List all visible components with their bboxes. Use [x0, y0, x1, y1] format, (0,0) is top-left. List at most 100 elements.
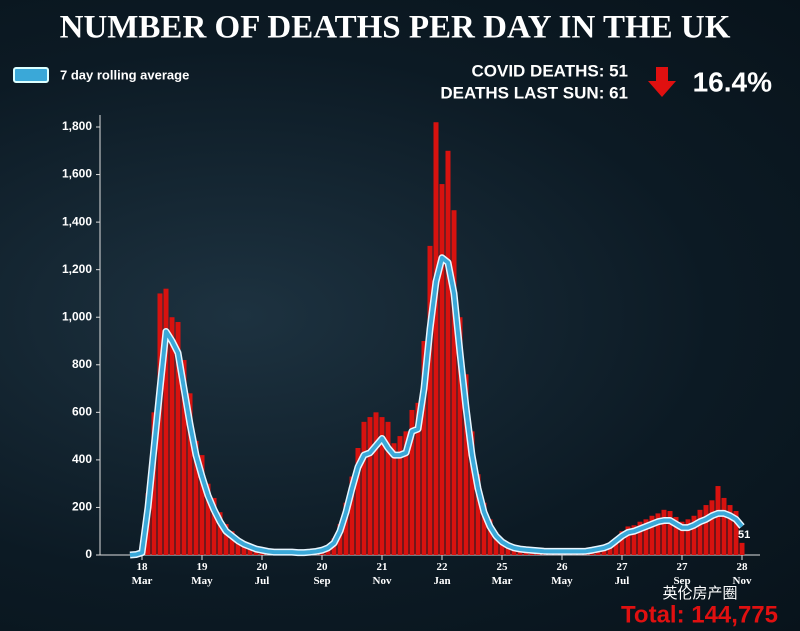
bar	[415, 402, 421, 555]
x-tick-label: 20 Sep	[313, 561, 331, 587]
y-tick-label: 800	[72, 357, 92, 371]
bar	[421, 341, 427, 555]
bar	[463, 374, 469, 555]
bar	[733, 511, 739, 555]
bar	[169, 317, 175, 555]
y-tick-label: 1,000	[62, 309, 92, 323]
chart-title: NUMBER OF DEATHS PER DAY IN THE UK	[60, 10, 731, 46]
bar	[625, 526, 631, 555]
bar	[397, 436, 403, 555]
y-tick-label: 600	[72, 405, 92, 419]
bar	[241, 541, 247, 555]
total: Total: 144,775	[621, 601, 778, 628]
bar	[355, 448, 361, 555]
bar	[193, 440, 199, 555]
bar	[679, 521, 685, 555]
x-tick-label: 27 Jul	[614, 561, 630, 587]
bar	[409, 409, 415, 555]
bar	[181, 360, 187, 555]
bar	[391, 443, 397, 555]
bar	[457, 317, 463, 555]
bar	[175, 321, 181, 555]
bar	[643, 519, 649, 555]
bar	[613, 537, 619, 555]
bar	[709, 500, 715, 555]
bar	[433, 122, 439, 555]
bar	[199, 455, 205, 555]
change-percent: 16.4%	[693, 66, 772, 97]
bar	[505, 543, 511, 555]
bar	[697, 509, 703, 555]
bar	[685, 519, 691, 555]
bar	[343, 502, 349, 555]
y-tick-label: 200	[72, 500, 92, 514]
y-tick-label: 400	[72, 452, 92, 466]
x-tick-label: 18 Mar	[131, 561, 153, 587]
watermark: 英伦房产圈	[662, 584, 737, 602]
bar	[223, 524, 229, 555]
x-tick-label: 22 Jan	[433, 561, 451, 587]
bar	[487, 519, 493, 555]
bar	[655, 513, 661, 555]
bar	[439, 184, 445, 556]
bar	[667, 511, 673, 555]
y-tick-label: 1,800	[62, 119, 92, 133]
y-tick-label: 1,400	[62, 214, 92, 228]
bar	[739, 542, 745, 555]
bar	[715, 486, 721, 555]
bar	[499, 539, 505, 555]
bar	[349, 476, 355, 555]
x-tick-label: 28 Nov	[732, 561, 752, 587]
bar	[727, 505, 733, 555]
bar	[493, 532, 499, 555]
bar	[649, 515, 655, 555]
y-tick-label: 1,600	[62, 167, 92, 181]
end-label: 51	[738, 529, 750, 541]
legend-label: 7 day rolling average	[60, 67, 189, 82]
bar	[469, 431, 475, 555]
bar	[379, 417, 385, 555]
bar	[337, 524, 343, 555]
x-tick-label: 26 May	[551, 561, 573, 587]
deaths-last-sun: DEATHS LAST SUN: 61	[440, 83, 628, 102]
bar	[235, 538, 241, 555]
x-tick-label: 20 Jul	[254, 561, 270, 587]
bar	[229, 531, 235, 555]
bar	[721, 497, 727, 555]
bar	[157, 293, 163, 555]
bar	[217, 512, 223, 555]
down-arrow	[648, 67, 676, 97]
line	[129, 255, 744, 557]
bar	[151, 412, 157, 555]
bar	[631, 525, 637, 555]
x-tick-label: 21 Nov	[372, 561, 392, 587]
y-tick-label: 1,200	[62, 262, 92, 276]
legend-swatch	[13, 67, 49, 83]
bar	[481, 502, 487, 555]
bar	[367, 417, 373, 555]
x-tick-label: 19 May	[191, 561, 213, 587]
bar	[691, 515, 697, 555]
bar	[703, 505, 709, 555]
bar	[475, 474, 481, 555]
bar	[607, 543, 613, 555]
bar	[187, 393, 193, 555]
bar	[403, 431, 409, 555]
x-tick-label: 27 Sep	[673, 561, 691, 587]
bar	[427, 245, 433, 555]
bar	[673, 516, 679, 555]
bar	[385, 421, 391, 555]
bar	[205, 483, 211, 555]
bar	[163, 288, 169, 555]
x-tick-label: 25 Mar	[491, 561, 513, 587]
bar	[661, 509, 667, 555]
y-tick-label: 0	[85, 547, 92, 561]
bar	[451, 210, 457, 555]
covid-deaths: COVID DEATHS: 51	[472, 61, 629, 80]
bar	[637, 521, 643, 555]
bar	[445, 150, 451, 555]
bar	[619, 531, 625, 555]
bar	[373, 412, 379, 555]
